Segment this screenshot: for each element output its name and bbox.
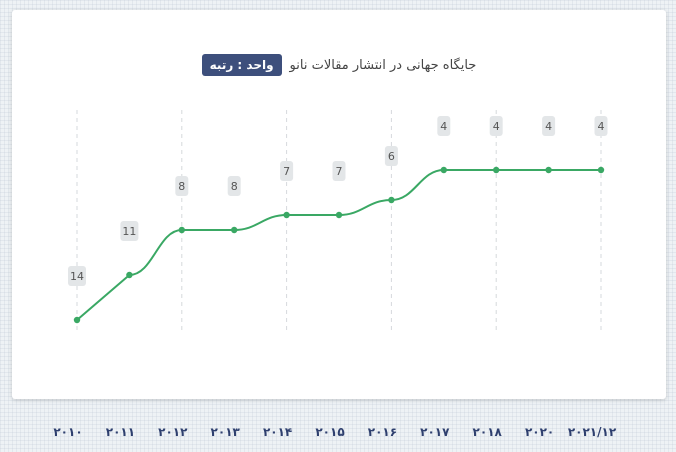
data-label: 4	[493, 120, 500, 133]
data-label-bg	[280, 161, 294, 181]
x-tick-label: ۲۰۱۲	[158, 425, 188, 439]
data-label: 7	[283, 165, 290, 178]
data-label: 6	[388, 150, 395, 163]
data-label: 11	[122, 225, 136, 238]
x-tick-label: ۲۰۱۱	[106, 425, 135, 439]
data-label-bg	[384, 146, 398, 166]
x-tick-label: ۲۰۱۶	[368, 425, 397, 439]
data-point	[231, 226, 238, 234]
data-label: 14	[70, 270, 84, 283]
x-tick-label: ۲۰۱۰	[53, 425, 82, 439]
data-label: 4	[598, 120, 605, 133]
series-line	[76, 169, 601, 321]
data-label: 8	[231, 180, 238, 193]
data-label-bg	[437, 116, 451, 136]
data-point	[126, 271, 133, 279]
x-tick-label: ۲۰۱۸	[473, 425, 503, 439]
chart-title: جایگاه جهانی در انتشار مقالات نانو	[289, 57, 477, 73]
data-point	[545, 166, 552, 174]
data-point	[388, 196, 395, 204]
data-label: 8	[178, 180, 185, 193]
data-label-bg	[175, 176, 189, 196]
data-label-bg	[68, 266, 86, 286]
data-label: 4	[440, 120, 447, 133]
data-label-bg	[594, 116, 608, 136]
data-label-bg	[332, 161, 346, 181]
x-tick-label: ۲۰۲۰	[525, 425, 554, 439]
data-point	[335, 211, 343, 219]
data-label-bg	[227, 176, 241, 196]
x-tick-label: ۲۰۱۵	[315, 425, 344, 439]
data-point	[178, 226, 185, 234]
x-tick-label: ۲۰۱۷	[420, 425, 450, 439]
data-point	[440, 166, 447, 174]
x-tick-label: ۲۰۱۴	[263, 425, 292, 439]
data-point	[597, 166, 605, 174]
unit-badge: واحد : رتبه	[201, 54, 282, 76]
data-label-bg	[489, 116, 503, 136]
data-label: 7	[336, 165, 343, 178]
data-label: 4	[545, 120, 552, 133]
data-point	[283, 211, 290, 219]
chart-card: واحد : رتبه جایگاه جهانی در انتشار مقالا…	[12, 10, 666, 399]
x-tick-label: ۲۰۱۳	[211, 425, 241, 439]
data-label-bg	[542, 116, 556, 136]
data-point	[73, 316, 81, 324]
chart-header: واحد : رتبه جایگاه جهانی در انتشار مقالا…	[12, 52, 666, 78]
data-label-bg	[120, 221, 139, 241]
data-point	[493, 166, 500, 174]
x-tick-label: ۲۰۲۱/۱۲	[568, 425, 617, 439]
